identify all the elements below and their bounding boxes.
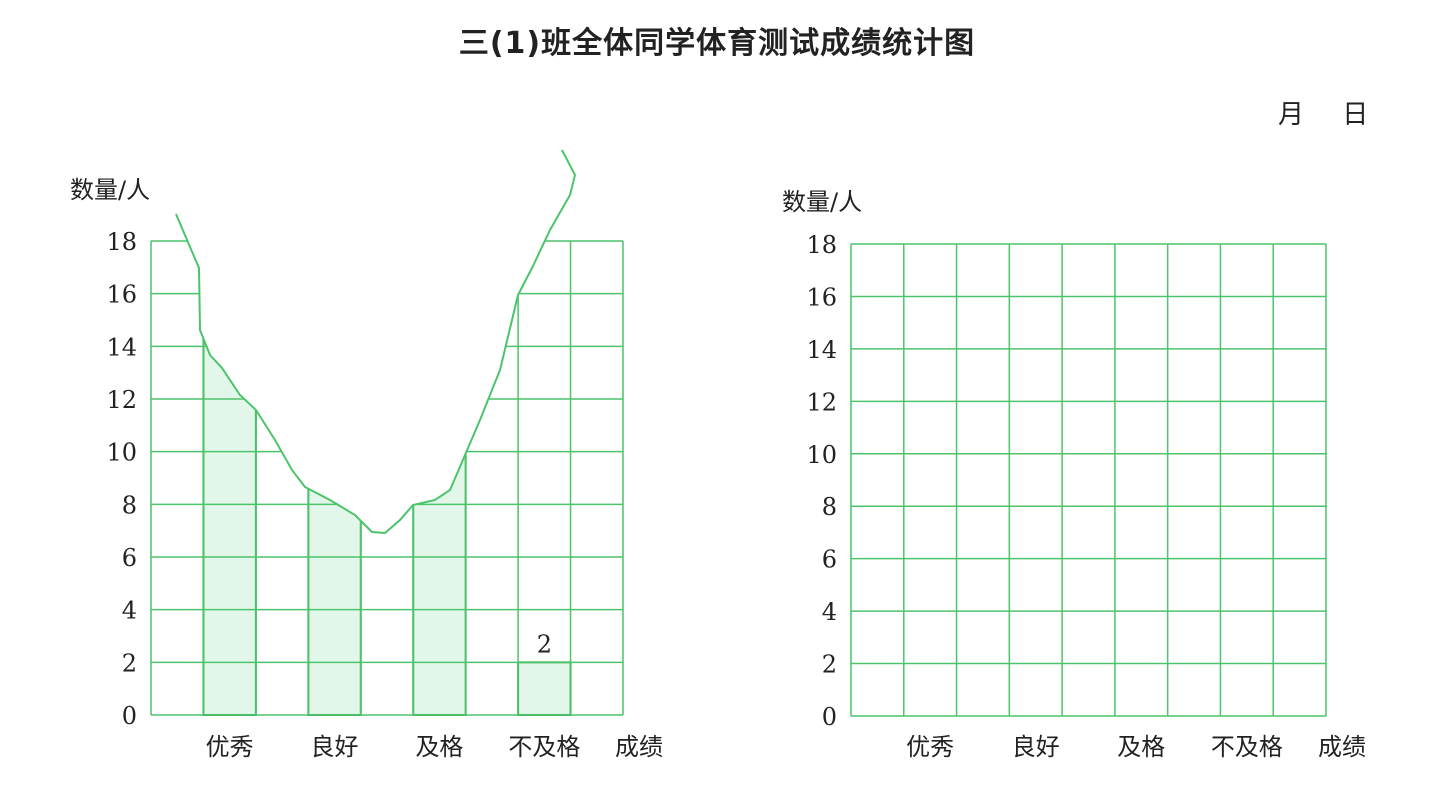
y-tick-label: 16 <box>106 281 137 309</box>
category-label: 优秀 <box>206 733 254 761</box>
y-axis-label: 数量/人 <box>782 188 862 216</box>
y-tick-label: 6 <box>822 546 837 574</box>
category-label: 不及格 <box>1211 733 1283 761</box>
y-axis-label: 数量/人 <box>70 176 150 204</box>
y-tick-label: 4 <box>122 597 137 625</box>
y-tick-label: 8 <box>822 493 837 521</box>
data-label: 2 <box>537 630 552 658</box>
category-label: 不及格 <box>508 733 580 761</box>
y-tick-label: 4 <box>822 598 837 626</box>
x-axis-label: 成绩 <box>615 733 663 761</box>
y-tick-label: 14 <box>806 336 837 364</box>
chart-title: 三(1)班全体同学体育测试成绩统计图 <box>458 26 976 61</box>
y-tick-label: 18 <box>806 231 837 259</box>
y-tick-label: 10 <box>106 439 137 467</box>
date-field: 月 日 <box>1278 94 1368 131</box>
category-label: 及格 <box>1117 733 1165 761</box>
y-tick-label: 6 <box>122 544 137 572</box>
y-tick-label: 2 <box>822 651 837 679</box>
day-label: 日 <box>1342 100 1369 130</box>
y-tick-label: 8 <box>122 491 137 519</box>
bar-4 <box>517 661 572 716</box>
y-tick-label: 16 <box>806 283 837 311</box>
y-tick-label: 2 <box>122 649 137 677</box>
y-tick-label: 0 <box>822 703 837 731</box>
y-tick-label: 0 <box>122 702 137 730</box>
category-label: 优秀 <box>906 733 954 761</box>
torn-edge <box>175 149 577 535</box>
y-tick-label: 12 <box>106 386 137 414</box>
x-axis-label: 成绩 <box>1318 733 1366 761</box>
y-tick-label: 18 <box>106 228 137 256</box>
y-tick-label: 10 <box>806 441 837 469</box>
category-label: 及格 <box>415 733 463 761</box>
y-tick-label: 14 <box>106 333 137 361</box>
category-label: 良好 <box>1012 733 1060 761</box>
month-label: 月 <box>1278 100 1305 130</box>
category-label: 良好 <box>311 733 359 761</box>
y-tick-label: 12 <box>806 388 837 416</box>
